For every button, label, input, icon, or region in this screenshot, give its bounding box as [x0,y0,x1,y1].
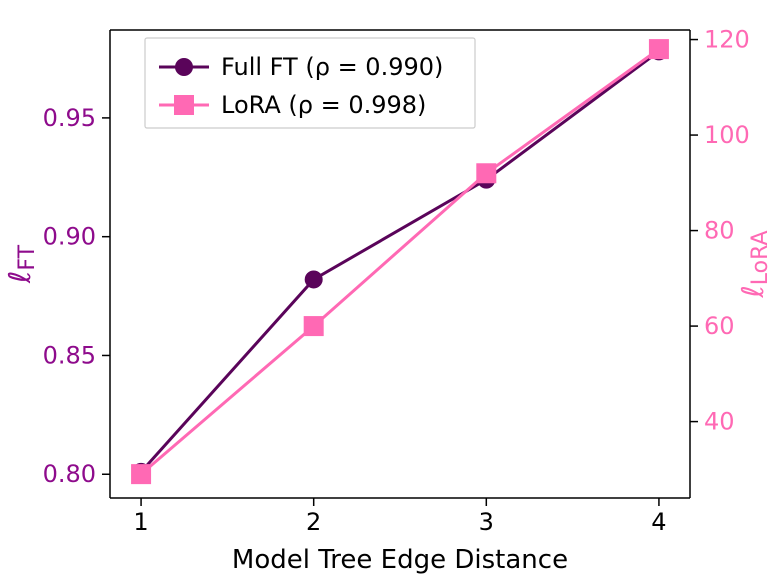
y-right-tick-label: 120 [704,26,750,54]
y-left-tick-label: 0.80 [43,460,96,488]
y-left-tick-label: 0.90 [43,223,96,251]
chart-container: 1 2 3 4 Model Tree Edge Distance 0.80 0.85 0.90… [0,0,781,585]
legend-label: Full FT (ρ = 0.990) [221,53,443,81]
x-tick-label: 3 [479,508,494,536]
series-marker [304,316,324,336]
line-chart: 1 2 3 4 Model Tree Edge Distance 0.80 0.85 0.90… [0,0,781,585]
series-marker [649,39,669,59]
series-marker [305,270,323,288]
legend-label: LoRA (ρ = 0.998) [221,91,426,119]
x-tick-label: 2 [306,508,321,536]
x-tick-label: 1 [133,508,148,536]
y-left-tick-label: 0.85 [43,341,96,369]
legend-marker [174,95,194,115]
series-marker [131,464,151,484]
y-left-tick-label: 0.95 [43,104,96,132]
x-axis-label: Model Tree Edge Distance [232,545,568,575]
y-right-tick-label: 80 [704,217,735,245]
x-tick-label: 4 [651,508,666,536]
y-right-tick-label: 40 [704,408,735,436]
y-right-tick-label: 100 [704,121,750,149]
y-right-tick-label: 60 [704,312,735,340]
series-marker [476,163,496,183]
legend-marker [175,58,193,76]
